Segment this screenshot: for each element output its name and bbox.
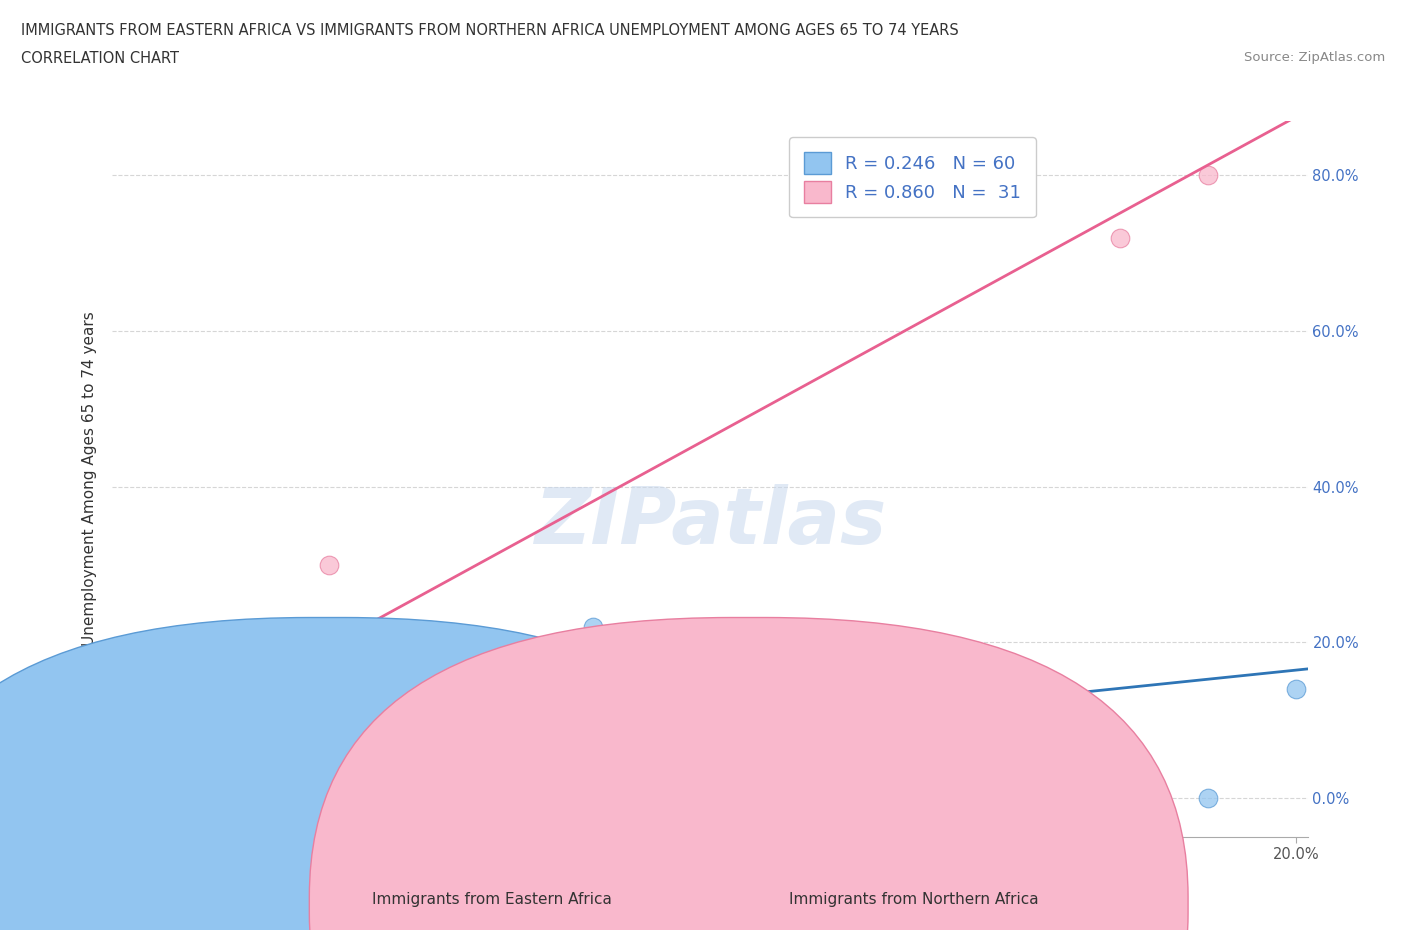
Point <box>582 619 605 634</box>
Text: IMMIGRANTS FROM EASTERN AFRICA VS IMMIGRANTS FROM NORTHERN AFRICA UNEMPLOYMENT A: IMMIGRANTS FROM EASTERN AFRICA VS IMMIGR… <box>21 23 959 38</box>
Point <box>120 783 141 798</box>
Point <box>177 712 200 727</box>
Point <box>112 790 135 805</box>
Point <box>288 783 311 798</box>
Point <box>148 728 170 743</box>
Point <box>418 790 440 805</box>
Point <box>699 674 721 689</box>
Point <box>1197 790 1219 805</box>
Point <box>166 698 188 712</box>
Point <box>1197 168 1219 183</box>
Point <box>288 635 311 650</box>
Point <box>201 790 224 805</box>
Point <box>112 790 135 805</box>
Legend: R = 0.246   N = 60, R = 0.860   N =  31: R = 0.246 N = 60, R = 0.860 N = 31 <box>789 137 1036 218</box>
Point <box>112 783 135 798</box>
Text: Source: ZipAtlas.com: Source: ZipAtlas.com <box>1244 51 1385 64</box>
Text: Immigrants from Northern Africa: Immigrants from Northern Africa <box>789 892 1039 907</box>
Point <box>523 698 546 712</box>
Point <box>112 779 135 794</box>
Point <box>815 666 838 681</box>
Point <box>112 767 135 782</box>
Point <box>318 771 340 786</box>
Point <box>155 737 177 751</box>
Point <box>131 760 153 775</box>
Point <box>112 790 135 805</box>
Point <box>231 790 253 805</box>
Point <box>112 790 135 805</box>
Point <box>436 779 458 794</box>
Text: Immigrants from Eastern Africa: Immigrants from Eastern Africa <box>373 892 612 907</box>
Point <box>260 674 283 689</box>
Point <box>131 783 153 798</box>
Point <box>112 790 135 805</box>
Point <box>242 783 264 798</box>
Point <box>242 666 264 681</box>
Point <box>112 790 135 805</box>
Point <box>172 775 194 790</box>
Point <box>136 775 159 790</box>
Point <box>183 682 205 697</box>
Point <box>494 658 516 673</box>
Point <box>277 651 299 666</box>
Point <box>120 775 141 790</box>
Point <box>201 689 224 704</box>
Point <box>377 790 399 805</box>
Point <box>148 790 170 805</box>
Text: ZIPatlas: ZIPatlas <box>534 484 886 560</box>
Point <box>120 775 141 790</box>
Point <box>112 771 135 786</box>
Point <box>177 783 200 798</box>
Point <box>172 721 194 736</box>
Point <box>231 698 253 712</box>
Point <box>112 775 135 790</box>
Point <box>120 790 141 805</box>
Point <box>260 790 283 805</box>
Point <box>1285 682 1308 697</box>
Point <box>406 775 429 790</box>
Point <box>188 674 212 689</box>
Point <box>336 783 359 798</box>
Point <box>640 666 662 681</box>
Point <box>301 790 323 805</box>
Point <box>207 666 229 681</box>
Point <box>112 764 135 778</box>
Point <box>125 775 148 790</box>
Point <box>125 783 148 798</box>
Point <box>142 783 165 798</box>
Point <box>218 790 240 805</box>
Point <box>112 783 135 798</box>
Point <box>172 790 194 805</box>
Point <box>136 737 159 751</box>
Point <box>112 790 135 805</box>
Point <box>142 744 165 759</box>
Point <box>160 790 183 805</box>
Point <box>131 790 153 805</box>
Point <box>112 767 135 782</box>
Point <box>201 783 224 798</box>
Point <box>112 783 135 798</box>
Point <box>112 790 135 805</box>
Point <box>277 790 299 805</box>
Point <box>218 658 240 673</box>
Point <box>188 790 212 805</box>
Point <box>464 666 486 681</box>
Point <box>347 790 370 805</box>
Point <box>120 767 141 782</box>
Text: CORRELATION CHART: CORRELATION CHART <box>21 51 179 66</box>
Point <box>155 783 177 798</box>
Point <box>166 783 188 798</box>
Point <box>183 790 205 805</box>
Point <box>112 760 135 775</box>
Point <box>207 771 229 786</box>
Point <box>120 783 141 798</box>
Point <box>131 751 153 766</box>
Point <box>160 682 183 697</box>
Point <box>125 767 148 782</box>
Point <box>1109 231 1132 246</box>
Point <box>318 557 340 572</box>
Point <box>112 783 135 798</box>
Y-axis label: Unemployment Among Ages 65 to 74 years: Unemployment Among Ages 65 to 74 years <box>82 312 97 646</box>
Point <box>112 775 135 790</box>
